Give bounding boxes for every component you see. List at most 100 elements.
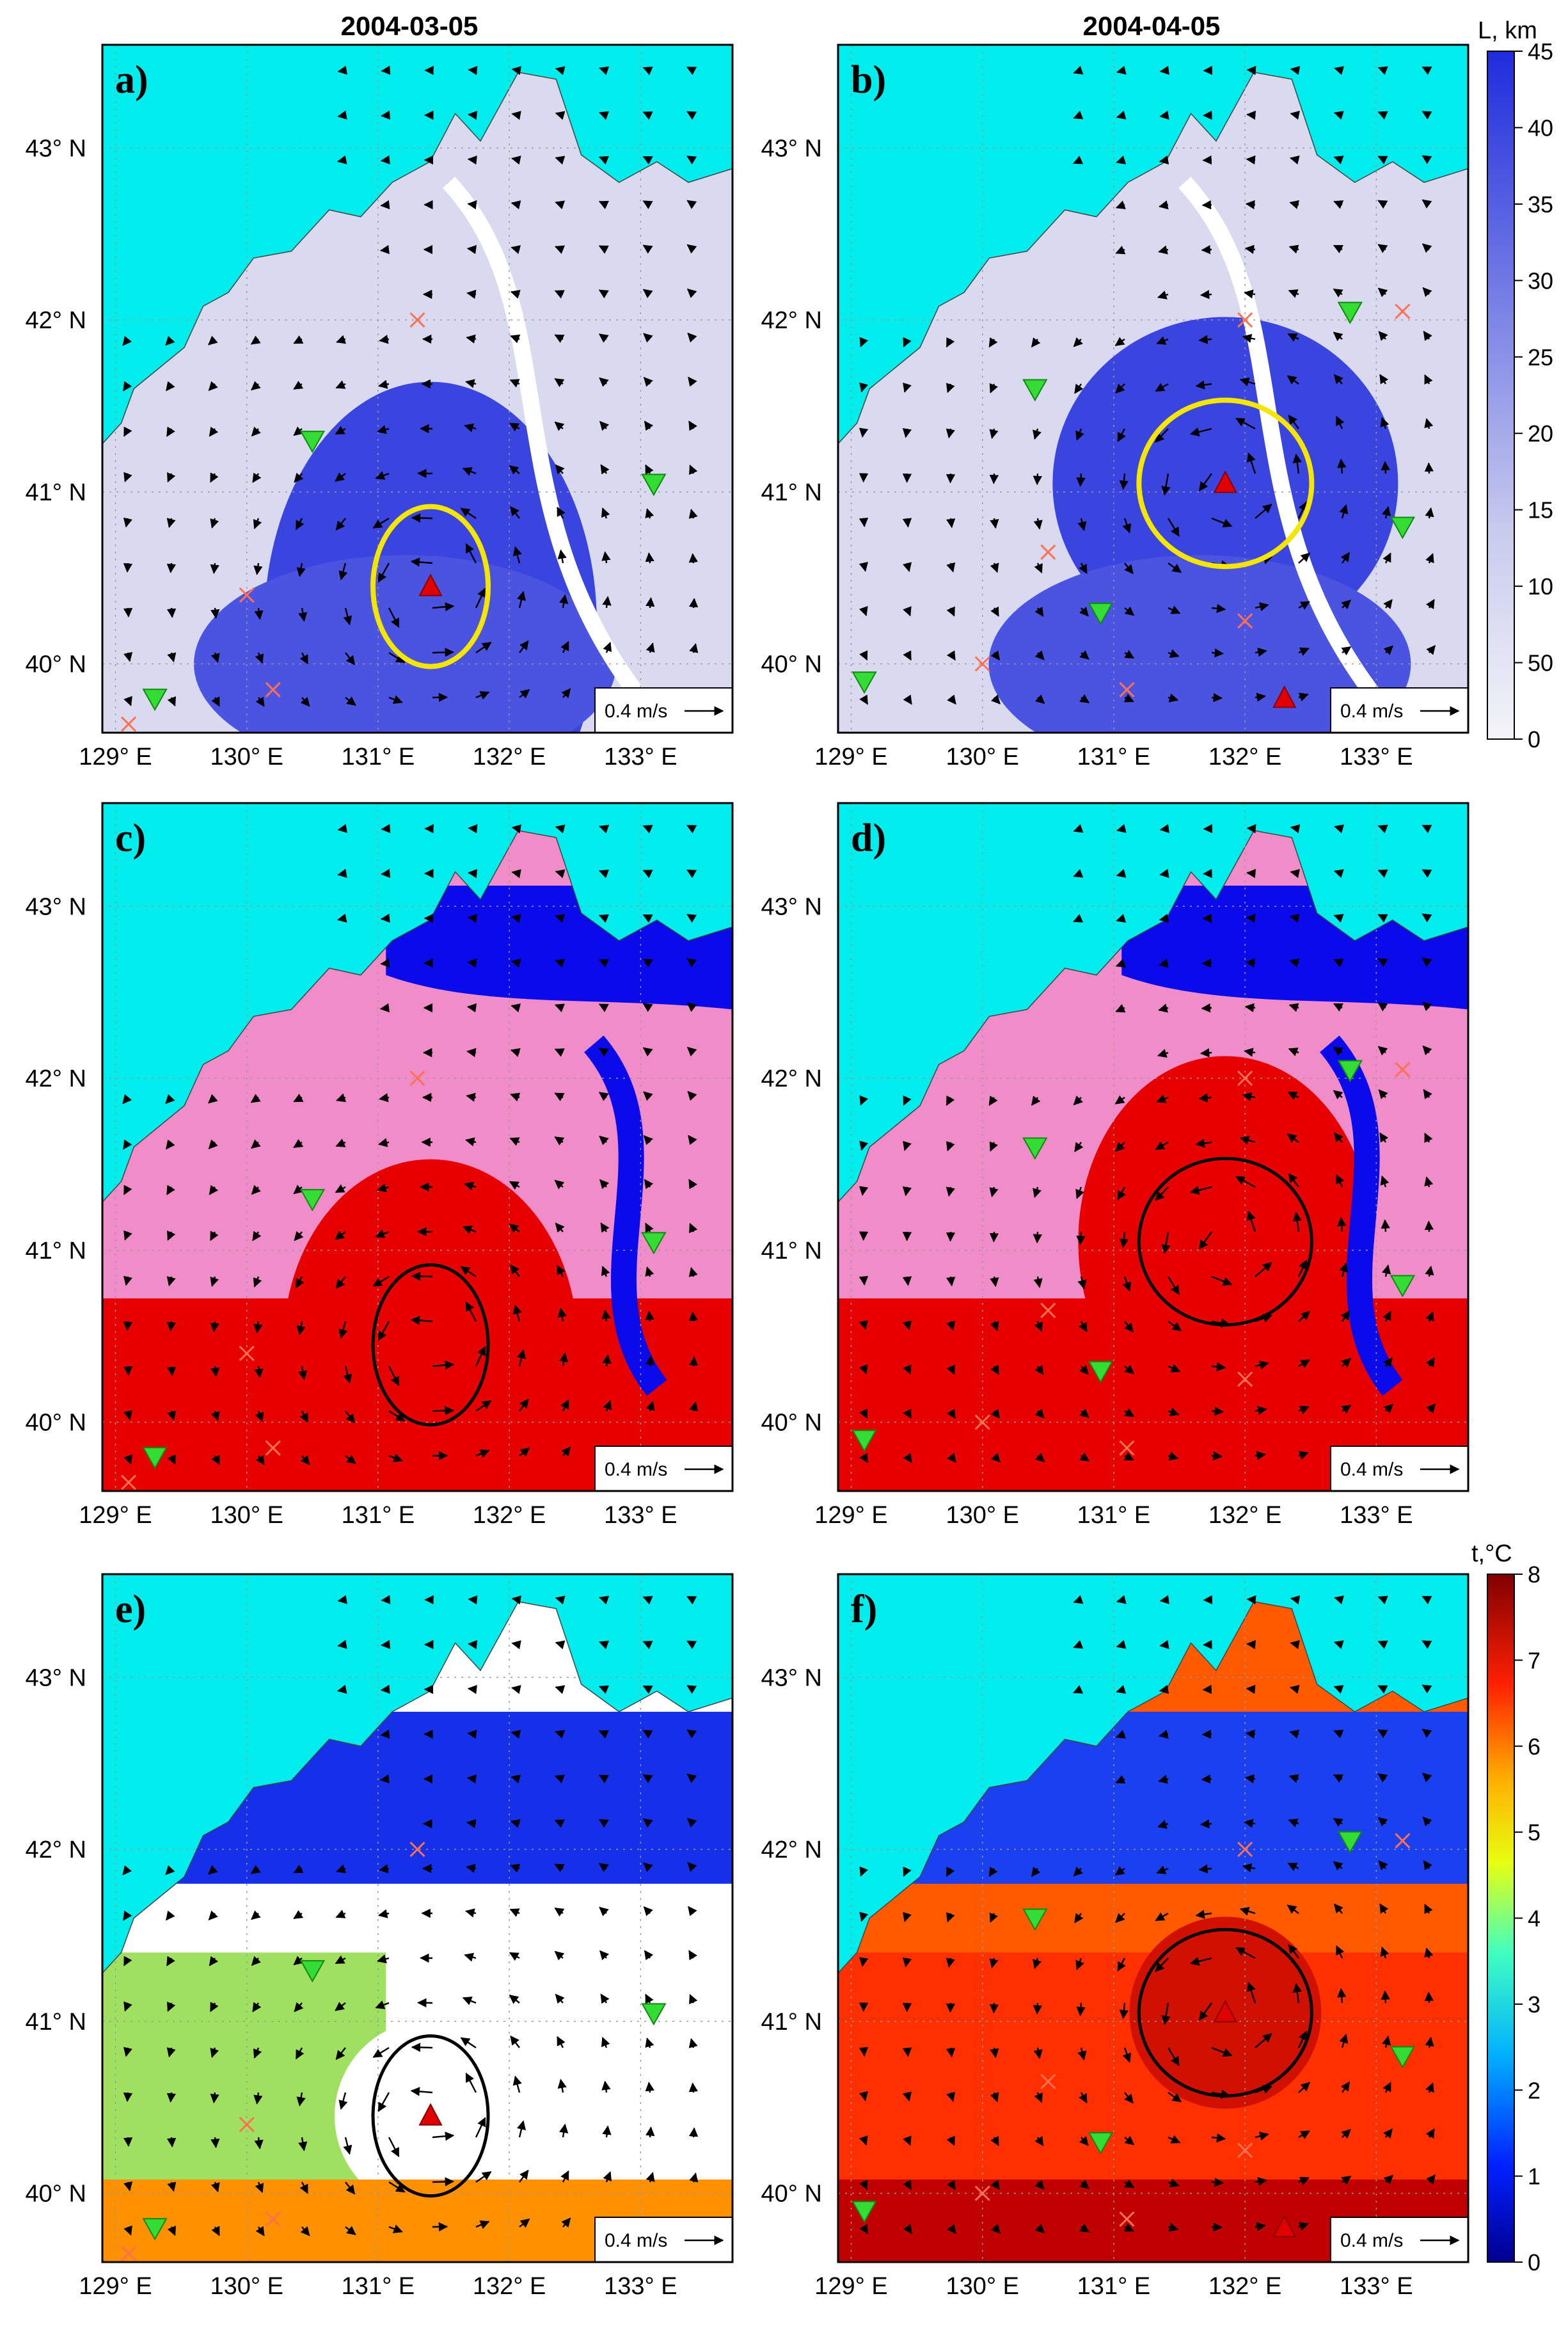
velocity-arrow xyxy=(598,333,609,343)
green-triangle-marker xyxy=(1088,1360,1114,1383)
velocity-arrow xyxy=(689,1223,698,1234)
velocity-arrow xyxy=(902,1276,912,1286)
velocity-arrow xyxy=(859,1140,869,1151)
velocity-arrow xyxy=(1383,599,1393,609)
velocity-arrow xyxy=(1341,599,1351,610)
velocity-arrow xyxy=(642,244,653,254)
velocity-arrow xyxy=(510,1819,521,1828)
velocity-arrow xyxy=(296,2092,306,2107)
velocity-arrow xyxy=(1380,417,1390,429)
southern-field xyxy=(194,555,616,733)
velocity-arrow xyxy=(1287,333,1299,342)
velocity-arrow xyxy=(166,2137,177,2148)
lon-tick-label: 131° E xyxy=(1077,2273,1151,2300)
velocity-arrow xyxy=(1255,2177,1267,2187)
velocity-arrow xyxy=(511,245,521,255)
velocity-arrow xyxy=(989,428,999,439)
velocity-arrow xyxy=(475,641,492,653)
velocity-arrow xyxy=(989,383,998,394)
drifter-cross-marker xyxy=(120,1474,137,1490)
red-triangle-marker xyxy=(1272,2215,1297,2238)
lat-tick-label: 42° N xyxy=(26,1837,86,1863)
velocity-arrow xyxy=(600,464,610,475)
velocity-arrow xyxy=(599,1950,610,1961)
velocity-arrow xyxy=(903,562,912,573)
velocity-arrow xyxy=(335,518,346,531)
velocity-arrow xyxy=(1159,155,1169,165)
velocity-arrow xyxy=(1425,2082,1434,2093)
velocity-arrow xyxy=(123,1410,133,1421)
velocity-arrow xyxy=(598,1774,609,1783)
velocity-arrow xyxy=(519,2218,530,2228)
velocity-arrow xyxy=(1033,1186,1041,1199)
velocity-arrow xyxy=(1422,1045,1432,1056)
velocity-arrow xyxy=(688,1135,697,1145)
velocity-arrow xyxy=(859,1364,868,1375)
velocity-arrow xyxy=(335,1138,346,1147)
velocity-arrow xyxy=(688,598,699,609)
velocity-arrow xyxy=(335,1231,346,1240)
velocity-arrow xyxy=(475,1399,492,1412)
velocity-arrow xyxy=(475,1449,490,1458)
velocity-arrow xyxy=(517,591,527,609)
velocity-arrow xyxy=(1242,1863,1256,1872)
land-mask xyxy=(838,45,1468,445)
velocity-arrow xyxy=(642,1774,653,1783)
velocity-arrow xyxy=(686,825,697,834)
velocity-arrow xyxy=(251,1956,261,1966)
velocity-arrow xyxy=(990,1408,1001,1419)
velocity-arrow xyxy=(122,335,132,346)
velocity-arrow xyxy=(645,597,655,609)
velocity-arrow xyxy=(1337,458,1347,474)
velocity-field xyxy=(122,1595,699,2236)
velocity-arrow xyxy=(254,1366,264,1378)
velocity-arrow xyxy=(1201,958,1212,968)
velocity-arrow xyxy=(375,1229,390,1238)
lon-tick-label: 129° E xyxy=(814,2273,888,2300)
drifter-cross-marker xyxy=(1040,544,1056,560)
velocity-arrow xyxy=(335,1955,346,1965)
velocity-arrow xyxy=(299,2181,308,2194)
velocity-arrow xyxy=(377,1954,390,1964)
velocity-arrow xyxy=(902,1186,912,1197)
velocity-arrow xyxy=(379,1774,390,1784)
velocity-arrow xyxy=(343,607,352,626)
velocity-arrow xyxy=(388,2181,406,2193)
velocity-arrow xyxy=(252,2002,262,2013)
velocity-arrow xyxy=(388,695,403,704)
velocity-arrow xyxy=(686,288,697,298)
velocity-arrow xyxy=(1242,1092,1256,1101)
velocity-arrow xyxy=(598,289,609,299)
velocity-arrow xyxy=(255,652,264,664)
velocity-arrow xyxy=(1116,914,1127,923)
velocity-arrow xyxy=(1114,337,1125,346)
velocity-arrow xyxy=(1031,1096,1041,1106)
land-mask xyxy=(102,1574,733,1974)
colorbar-temperature-tick: 8 xyxy=(1528,1561,1540,1588)
velocity-arrow xyxy=(686,1046,697,1056)
velocity-arrow xyxy=(1334,824,1345,834)
velocity-arrow xyxy=(1336,1174,1345,1188)
velocity-arrow xyxy=(643,1091,653,1101)
velocity-arrow xyxy=(557,1307,567,1322)
drifter-cross-marker xyxy=(409,1841,425,1858)
velocity-arrow xyxy=(1421,66,1432,76)
velocity-arrow xyxy=(602,1354,612,1367)
velocity-arrow xyxy=(466,334,477,344)
velocity-arrow xyxy=(1377,1002,1388,1012)
lon-tick-label: 130° E xyxy=(946,1502,1019,1529)
velocity-arrow xyxy=(1255,2222,1266,2231)
colorbar-length-tick: 30 xyxy=(1528,267,1553,294)
green-triangle-marker xyxy=(1088,602,1114,625)
velocity-arrow xyxy=(599,1640,610,1650)
velocity-arrow xyxy=(554,1179,565,1190)
velocity-arrow xyxy=(1168,2092,1182,2103)
velocity-arrow xyxy=(167,2225,176,2236)
velocity-arrow xyxy=(1333,155,1344,164)
velocity-arrow xyxy=(645,1266,654,1277)
velocity-arrow xyxy=(1074,1913,1084,1924)
velocity-arrow xyxy=(123,1275,132,1286)
velocity-arrow xyxy=(208,1139,218,1149)
velocity-arrow xyxy=(1079,562,1088,574)
velocity-arrow xyxy=(335,1184,346,1193)
